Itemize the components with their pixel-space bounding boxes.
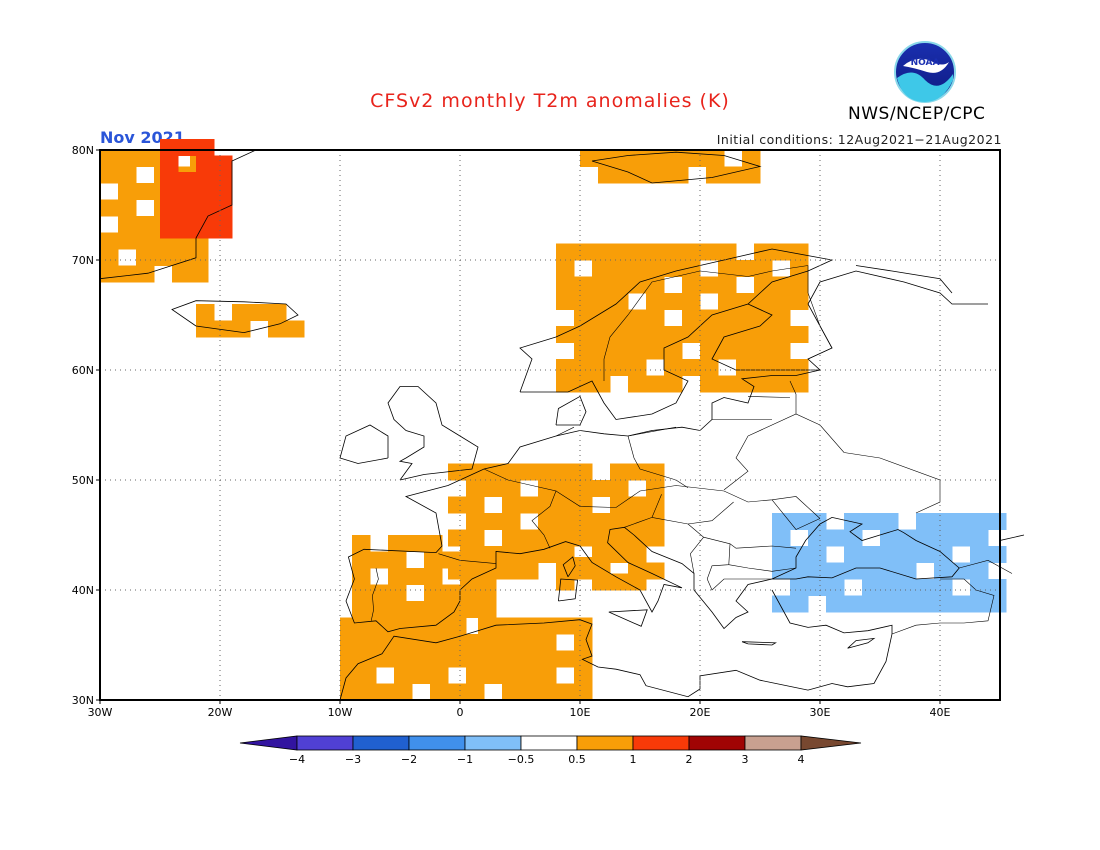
border-segment	[891, 578, 995, 635]
coastline-segment	[608, 609, 648, 627]
colorbar-label: 3	[742, 753, 749, 766]
border-segment	[706, 543, 731, 580]
colorbar-label: 0.5	[568, 753, 586, 766]
coastline-segment	[555, 395, 587, 426]
lon-label: 30E	[810, 706, 831, 719]
coastline-segment	[847, 637, 876, 649]
lat-label: 30N	[72, 694, 94, 707]
noaa-logo-text: NOAA	[911, 58, 940, 68]
coastline-segment	[171, 300, 299, 334]
coastlines	[99, 149, 1025, 701]
lat-label: 60N	[72, 364, 94, 377]
coastline-segment	[99, 149, 257, 280]
colorbar-label: −0.5	[508, 753, 535, 766]
map-grid	[96, 149, 1000, 704]
lon-label: 20W	[208, 706, 233, 719]
map-frame	[99, 149, 1001, 701]
lat-label: 40N	[72, 584, 94, 597]
coastline-segment	[562, 556, 576, 578]
anomaly-region	[772, 513, 1007, 613]
border-segment	[706, 578, 772, 591]
border-segment	[627, 435, 689, 488]
anomaly-region	[340, 617, 593, 701]
anomaly-region	[196, 304, 305, 338]
coastline-segment	[591, 151, 762, 184]
colorbar-segment	[352, 735, 410, 751]
colorbar-segment	[408, 735, 466, 751]
border-segment	[370, 567, 379, 621]
border-segment	[699, 265, 809, 277]
colorbar-segment	[520, 735, 578, 751]
lon-label: 0	[457, 706, 464, 719]
border-segment	[603, 270, 701, 381]
coastline-segment	[339, 424, 389, 464]
lon-label: 30W	[88, 706, 113, 719]
lon-label: 10E	[570, 706, 591, 719]
border-segment	[555, 426, 575, 437]
border-segment	[789, 380, 797, 414]
colorbar-segment	[688, 735, 746, 751]
latitude-labels: 30N 40N 50N 60N 70N 80N	[72, 144, 94, 707]
colorbar-segment	[464, 735, 522, 751]
colorbar-label: −3	[345, 753, 361, 766]
colorbar: −4 −3 −2 −1 −0.5 0.5 1 2 3 4	[239, 735, 862, 766]
noaa-logo: NOAA	[894, 41, 956, 103]
colorbar-label: 4	[798, 753, 805, 766]
colorbar-arrow-right	[800, 735, 862, 751]
chart-title: CFSv2 monthly T2m anomalies (K)	[370, 90, 730, 112]
colorbar-segment	[296, 735, 354, 751]
border-segment	[627, 426, 677, 437]
border-segment	[555, 485, 821, 519]
lat-label: 50N	[72, 474, 94, 487]
colorbar-segment	[632, 735, 690, 751]
border-segment	[651, 494, 662, 518]
coastline-segment	[855, 265, 953, 294]
border-segment	[723, 435, 749, 491]
colorbar-segment	[576, 735, 634, 751]
coastline-segment	[387, 386, 479, 481]
lon-label: 10W	[328, 706, 353, 719]
anomaly-region	[556, 524, 647, 591]
anomaly-region	[160, 139, 233, 239]
coastline-segment	[558, 578, 579, 602]
border-segment	[747, 413, 941, 514]
border-segment	[747, 396, 791, 398]
colorbar-label: 1	[630, 753, 637, 766]
colorbar-label: −4	[289, 753, 305, 766]
coastline-segment	[345, 435, 960, 633]
border-segment	[771, 499, 821, 530]
anomaly-region	[580, 150, 761, 184]
lat-label: 80N	[72, 144, 94, 157]
border-segment	[687, 523, 797, 549]
border-segment	[690, 537, 704, 574]
border-segment	[483, 468, 557, 549]
initial-conditions-label: Initial conditions: 12Aug2021−21Aug2021	[716, 132, 1002, 147]
lon-label: 40E	[930, 706, 951, 719]
anomaly-region	[556, 243, 809, 393]
lon-label: 20E	[690, 706, 711, 719]
coastline-segment	[339, 619, 893, 701]
colorbar-arrow-left	[239, 735, 298, 751]
colorbar-label: 2	[686, 753, 693, 766]
colorbar-segment	[744, 735, 802, 751]
organization-label: NWS/NCEP/CPC	[848, 104, 986, 124]
lat-label: 70N	[72, 254, 94, 267]
colorbar-label: −2	[401, 753, 417, 766]
border-segment	[728, 564, 797, 572]
coastline-segment	[555, 369, 821, 437]
coastline-segment	[771, 589, 893, 634]
border-segment	[959, 559, 1013, 574]
coastline-segment	[741, 641, 777, 646]
anomaly-fills	[100, 139, 1007, 701]
longitude-labels: 30W 20W 10W 0 10E 20E 30E 40E	[88, 706, 951, 719]
colorbar-label: −1	[457, 753, 473, 766]
